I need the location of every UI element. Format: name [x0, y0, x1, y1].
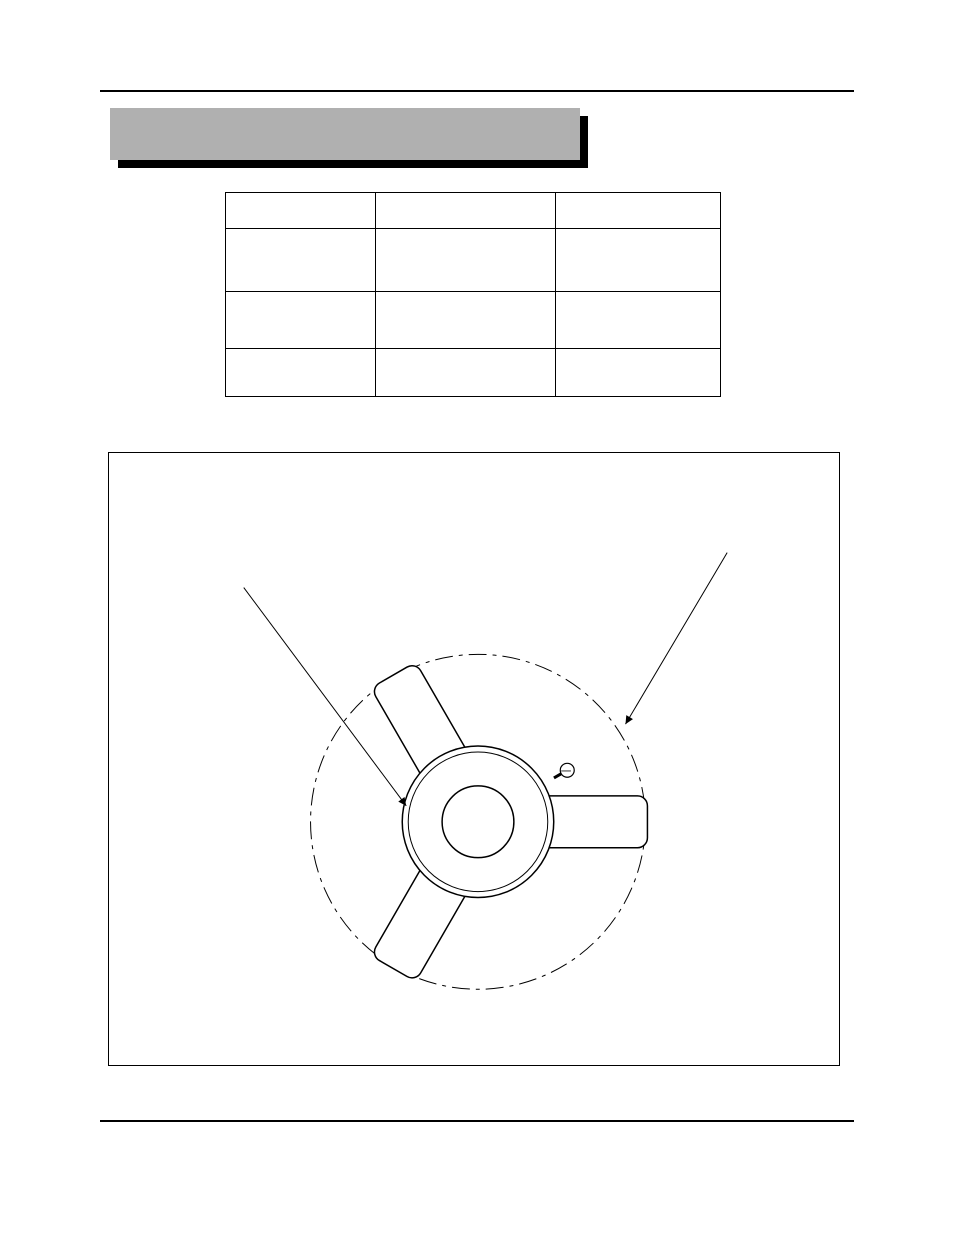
- top-rule: [100, 90, 854, 92]
- table-cell: [556, 349, 721, 397]
- table-cell: [376, 193, 556, 229]
- section-heading-bar: [110, 108, 580, 160]
- table-cell: [556, 292, 721, 349]
- spec-table: [225, 192, 721, 397]
- figure-frame: [108, 452, 840, 1066]
- table-cell: [376, 229, 556, 292]
- table-cell: [376, 349, 556, 397]
- table-cell: [226, 349, 376, 397]
- bottom-rule: [100, 1120, 854, 1122]
- table-cell: [226, 193, 376, 229]
- table-cell: [226, 229, 376, 292]
- table-cell: [556, 193, 721, 229]
- table-cell: [556, 229, 721, 292]
- fan-diagram: [109, 453, 839, 1065]
- heading-fill: [110, 108, 580, 160]
- table-cell: [376, 292, 556, 349]
- table-cell: [226, 292, 376, 349]
